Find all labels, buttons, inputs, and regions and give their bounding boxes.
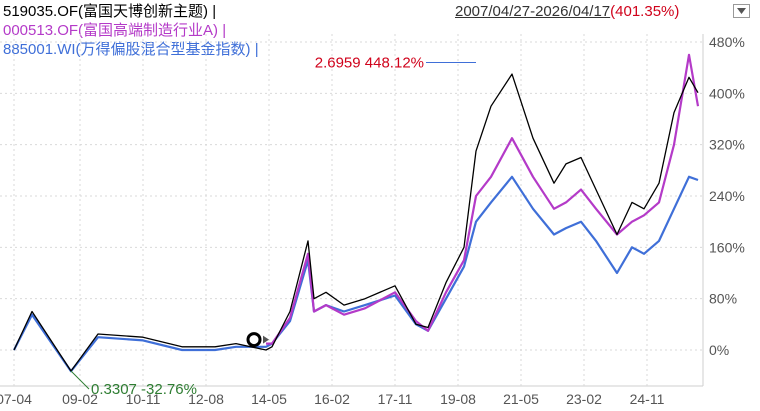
x-tick-label: 24-11 xyxy=(630,391,665,407)
date-range: 2007/04/27-2026/04/17(401.35%) xyxy=(455,2,679,21)
series-line-000513 xyxy=(266,53,700,345)
y-tick-label: 400% xyxy=(709,85,745,101)
circle-marker-icon xyxy=(246,332,262,348)
y-tick-label: 160% xyxy=(709,239,745,255)
triangle-down-icon[interactable] xyxy=(733,4,750,18)
x-tick-label: 21-05 xyxy=(503,391,539,407)
x-tick-label: 17-11 xyxy=(378,391,413,407)
legend-series-000513[interactable]: 000513.OF(富国高端制造行业A) | xyxy=(3,22,227,39)
max-annotation-label: 2.6959 448.12% xyxy=(315,54,424,71)
legend-series-519035[interactable]: 519035.OF(富国天博创新主题) | xyxy=(3,3,217,20)
legend-series-885001[interactable]: 885001.WI(万得偏股混合型基金指数) | xyxy=(3,41,259,58)
min-annotation-label: 0.3307 -32.76% xyxy=(91,381,197,398)
x-tick-label: 09-02 xyxy=(62,391,98,407)
min-annotation-leader xyxy=(70,370,90,390)
date-range-link[interactable]: 2007/04/27-2026/04/17 xyxy=(455,3,611,20)
x-tick-label: 14-05 xyxy=(251,391,287,407)
y-tick-label: 0% xyxy=(709,342,729,358)
y-tick-label: 240% xyxy=(709,188,745,204)
y-tick-label: 320% xyxy=(709,137,745,153)
x-tick-label: 07-04 xyxy=(0,391,32,407)
date-range-return: (401.35%) xyxy=(610,3,680,20)
start-marker-arrow xyxy=(263,335,269,344)
series-line-519035 xyxy=(13,73,699,372)
series-line-885001 xyxy=(13,175,699,373)
x-tick-label: 23-02 xyxy=(566,391,602,407)
y-tick-label: 480% xyxy=(709,34,745,50)
x-tick-label: 16-02 xyxy=(314,391,350,407)
x-tick-label: 19-08 xyxy=(440,391,476,407)
x-tick-label: 10-11 xyxy=(126,391,161,407)
chart-legend: 519035.OF(富国天博创新主题) | 000513.OF(富国高端制造行业… xyxy=(3,2,259,59)
y-tick-label: 80% xyxy=(709,291,737,307)
x-tick-label: 12-08 xyxy=(188,391,224,407)
